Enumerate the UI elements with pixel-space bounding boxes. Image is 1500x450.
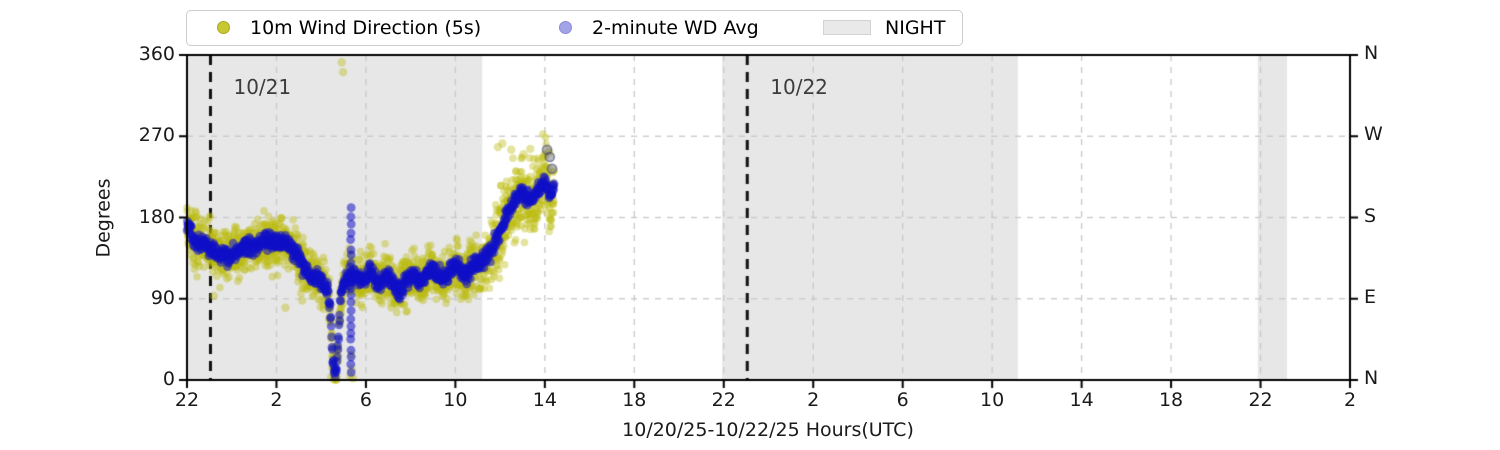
night-patch-icon [823,20,871,35]
y-tick-label: 360 [138,43,175,65]
date-annotation: 10/22 [770,75,828,99]
legend-item-avg-wind: 2-minute WD Avg [559,11,759,44]
y-tick-label: 90 [150,286,175,309]
legend-item-raw-wind: 10m Wind Direction (5s) [217,11,481,44]
compass-tick-label: W [1364,123,1383,146]
x-tick-label: 22 [1248,389,1273,411]
x-axis-label: 10/20/25-10/22/25 Hours(UTC) [622,419,914,441]
compass-tick-label: N [1364,367,1379,389]
x-tick-label: 14 [1069,389,1094,411]
avg-wind-marker-icon [559,21,572,34]
raw-wind-marker-icon [217,21,230,34]
date-annotation: 10/21 [233,75,292,99]
legend-label-raw-wind: 10m Wind Direction (5s) [250,16,482,39]
x-tick-label: 6 [359,389,372,411]
x-tick-label: 18 [622,389,647,411]
compass-tick-label: N [1364,42,1379,64]
x-tick-label: 10 [980,389,1005,411]
x-tick-label: 18 [1158,389,1184,411]
x-tick-label: 2 [1343,389,1357,411]
y-tick-label: 270 [138,124,175,147]
x-tick-label: 22 [174,389,200,411]
legend-label-night: NIGHT [885,16,946,39]
x-tick-label: 6 [896,389,909,411]
x-tick-label: 10 [443,389,468,411]
x-tick-label: 22 [711,389,736,411]
legend-item-night: NIGHT [823,11,945,44]
x-tick-label: 14 [532,389,557,411]
y-tick-label: 180 [138,205,175,228]
compass-tick-label: E [1364,285,1377,308]
x-tick-label: 2 [807,389,820,411]
compass-tick-label: S [1364,204,1377,227]
chart-legend: 10m Wind Direction (5s) 2-minute WD Avg … [186,10,963,46]
legend-label-avg-wind: 2-minute WD Avg [592,16,759,39]
x-tick-label: 2 [270,389,283,411]
y-tick-label: 0 [162,368,175,390]
